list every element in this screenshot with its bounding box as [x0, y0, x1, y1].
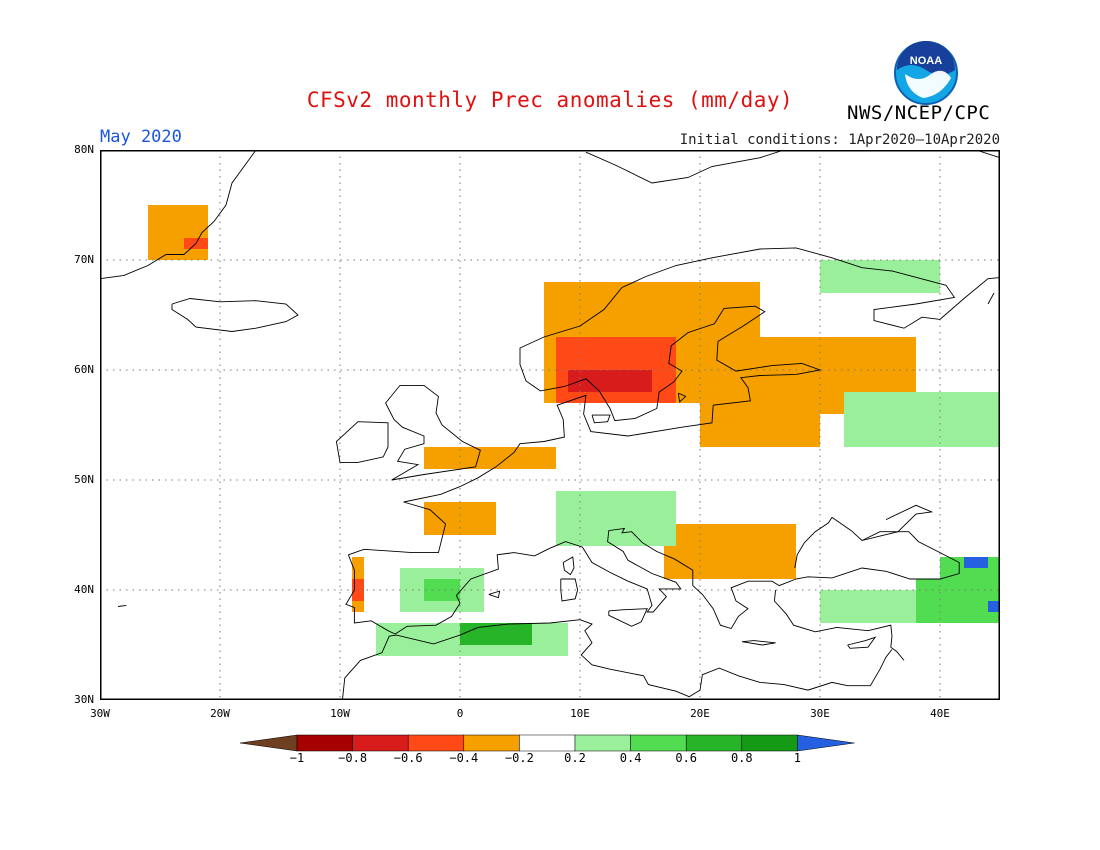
coast-continent — [348, 247, 1000, 556]
coast-sicily — [608, 608, 648, 627]
lon-label: 30W — [90, 707, 110, 720]
initial-conditions: Initial conditions: 1Apr2020–10Apr2020 — [679, 132, 1000, 148]
colorbar-bin — [352, 734, 409, 752]
colorbar-bin — [741, 734, 798, 752]
coast-greenland — [100, 150, 257, 280]
anomaly-cell-18 — [460, 623, 532, 645]
coast-svalbard — [585, 150, 785, 184]
colorbar-bin — [519, 734, 576, 752]
anomaly-cell-7 — [424, 447, 556, 469]
anomaly-cell-9 — [664, 524, 796, 579]
precip-anomaly-map — [100, 150, 1000, 700]
colorbar-low-arrow — [240, 734, 298, 752]
coast-jutland-islands — [591, 414, 611, 424]
agency-label: NWS/NCEP/CPC — [847, 102, 991, 124]
lon-label: 10E — [570, 707, 590, 720]
lat-label: 80N — [74, 143, 94, 156]
anomaly-cell-12 — [820, 260, 940, 293]
colorbar-bin — [630, 734, 687, 752]
coast-north-africa — [341, 619, 893, 700]
coast-gotland — [677, 392, 687, 403]
graticule — [100, 150, 1000, 700]
lat-label: 70N — [74, 253, 94, 266]
colorbar-tick-label: 0.8 — [730, 751, 753, 765]
colorbar-tick-label: 0.2 — [564, 751, 586, 765]
colorbar-bin — [463, 734, 520, 752]
colorbar-bin — [407, 734, 465, 752]
lon-label: 40E — [930, 707, 950, 720]
colorbar-high-arrow — [797, 734, 855, 752]
colorbar-tick-label: −1 — [289, 751, 305, 765]
coast-crete — [741, 640, 776, 646]
lat-label: 40N — [74, 583, 94, 596]
anomaly-cell-13 — [844, 392, 1000, 447]
lon-label: 0 — [456, 707, 464, 720]
coast-azores — [117, 604, 127, 607]
coast-iceland — [171, 298, 299, 332]
lat-label: 50N — [74, 473, 94, 486]
coast-britain — [385, 384, 481, 481]
anomaly-cell-16 — [424, 579, 460, 601]
lon-label: 20E — [690, 707, 710, 720]
anomaly-cell-6 — [700, 403, 820, 447]
colorbar-tick-label: 0.4 — [619, 751, 642, 765]
anomaly-cell-0 — [148, 205, 208, 260]
lat-label: 60N — [74, 363, 94, 376]
coast-black-sea-n — [861, 504, 934, 541]
anomaly-layer — [148, 205, 1000, 656]
anomaly-cell-23 — [988, 601, 1000, 612]
noaa-logo-text: NOAA — [910, 55, 942, 67]
colorbar-bin — [296, 734, 353, 752]
colorbar-tick-label: 0.6 — [675, 751, 698, 765]
anomaly-cell-14 — [556, 491, 676, 546]
colorbar-tick-label: −0.2 — [504, 751, 534, 765]
colorbar-tick-label: 1 — [793, 751, 801, 765]
anomaly-cell-8 — [424, 502, 496, 535]
coast-ireland — [335, 421, 389, 463]
noaa-logo: NOAA — [894, 41, 958, 105]
colorbar — [240, 734, 855, 752]
colorbar-tick-label: −0.8 — [338, 751, 368, 765]
coast-white-sea-east — [987, 292, 995, 305]
coast-corsica — [562, 556, 575, 576]
coast-cyprus — [847, 636, 877, 649]
coast-balearic — [488, 590, 501, 599]
lon-label: 10W — [330, 707, 350, 720]
coast-iberia-med — [345, 516, 960, 635]
colorbar-tick-label: −0.4 — [449, 751, 479, 765]
coastlines — [100, 150, 1000, 700]
anomaly-cell-22 — [964, 557, 988, 568]
coast-anatolia-south — [773, 589, 905, 661]
colorbar-bin — [574, 734, 631, 752]
lon-label: 30E — [810, 707, 830, 720]
colorbar-bin — [685, 734, 743, 752]
anomaly-cell-11 — [352, 579, 364, 601]
anomaly-cell-4 — [568, 370, 652, 392]
map-frame — [100, 150, 1000, 700]
coast-sardinia — [560, 578, 579, 602]
lon-label: 20W — [210, 707, 230, 720]
lat-label: 30N — [74, 693, 94, 706]
forecast-period: May 2020 — [100, 127, 182, 147]
colorbar-tick-label: −0.6 — [393, 751, 423, 765]
map-title: CFSv2 monthly Prec anomalies (mm/day) — [306, 88, 794, 112]
